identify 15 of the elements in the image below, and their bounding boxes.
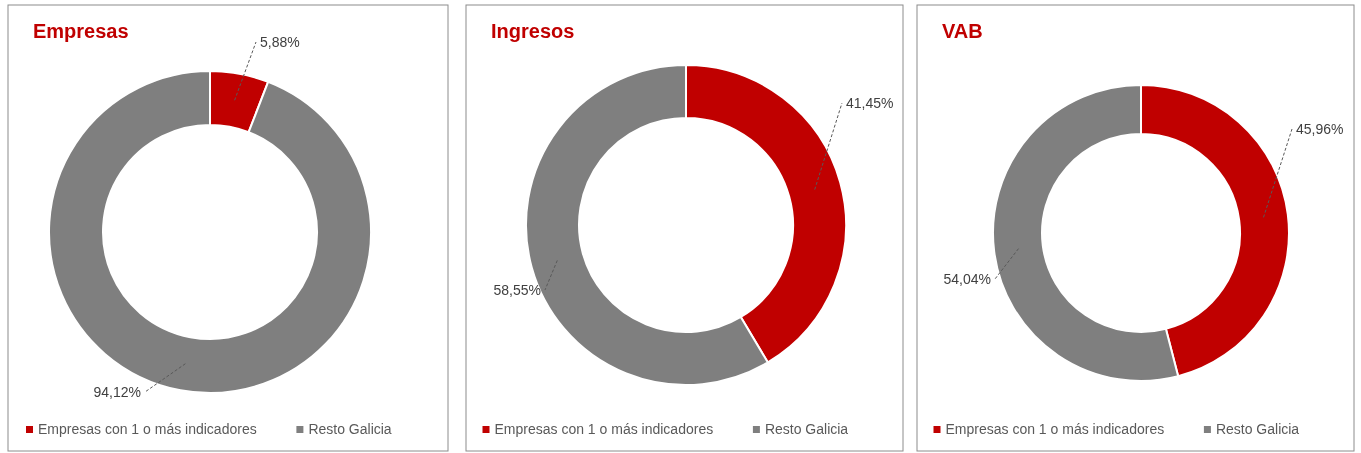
data-label: 45,96% — [1296, 121, 1344, 137]
legend-label: Empresas con 1 o más indicadores — [945, 421, 1165, 437]
data-label: 94,12% — [93, 384, 141, 400]
legend-label: Resto Galicia — [1215, 421, 1300, 437]
chart-title: VAB — [942, 20, 983, 42]
data-label: 41,45% — [846, 95, 894, 111]
chart-title: Empresas — [33, 20, 129, 42]
legend-label: Empresas con 1 o más indicadores — [38, 421, 257, 437]
chart-title: Ingresos — [491, 20, 575, 42]
data-label: 58,55% — [493, 282, 541, 298]
legend-label: Resto Galicia — [308, 421, 392, 437]
legend-label: Empresas con 1 o más indicadores — [494, 421, 714, 437]
legend-label: Resto Galicia — [764, 421, 849, 437]
data-label: 5,88% — [260, 34, 300, 50]
data-label: 54,04% — [943, 271, 991, 287]
